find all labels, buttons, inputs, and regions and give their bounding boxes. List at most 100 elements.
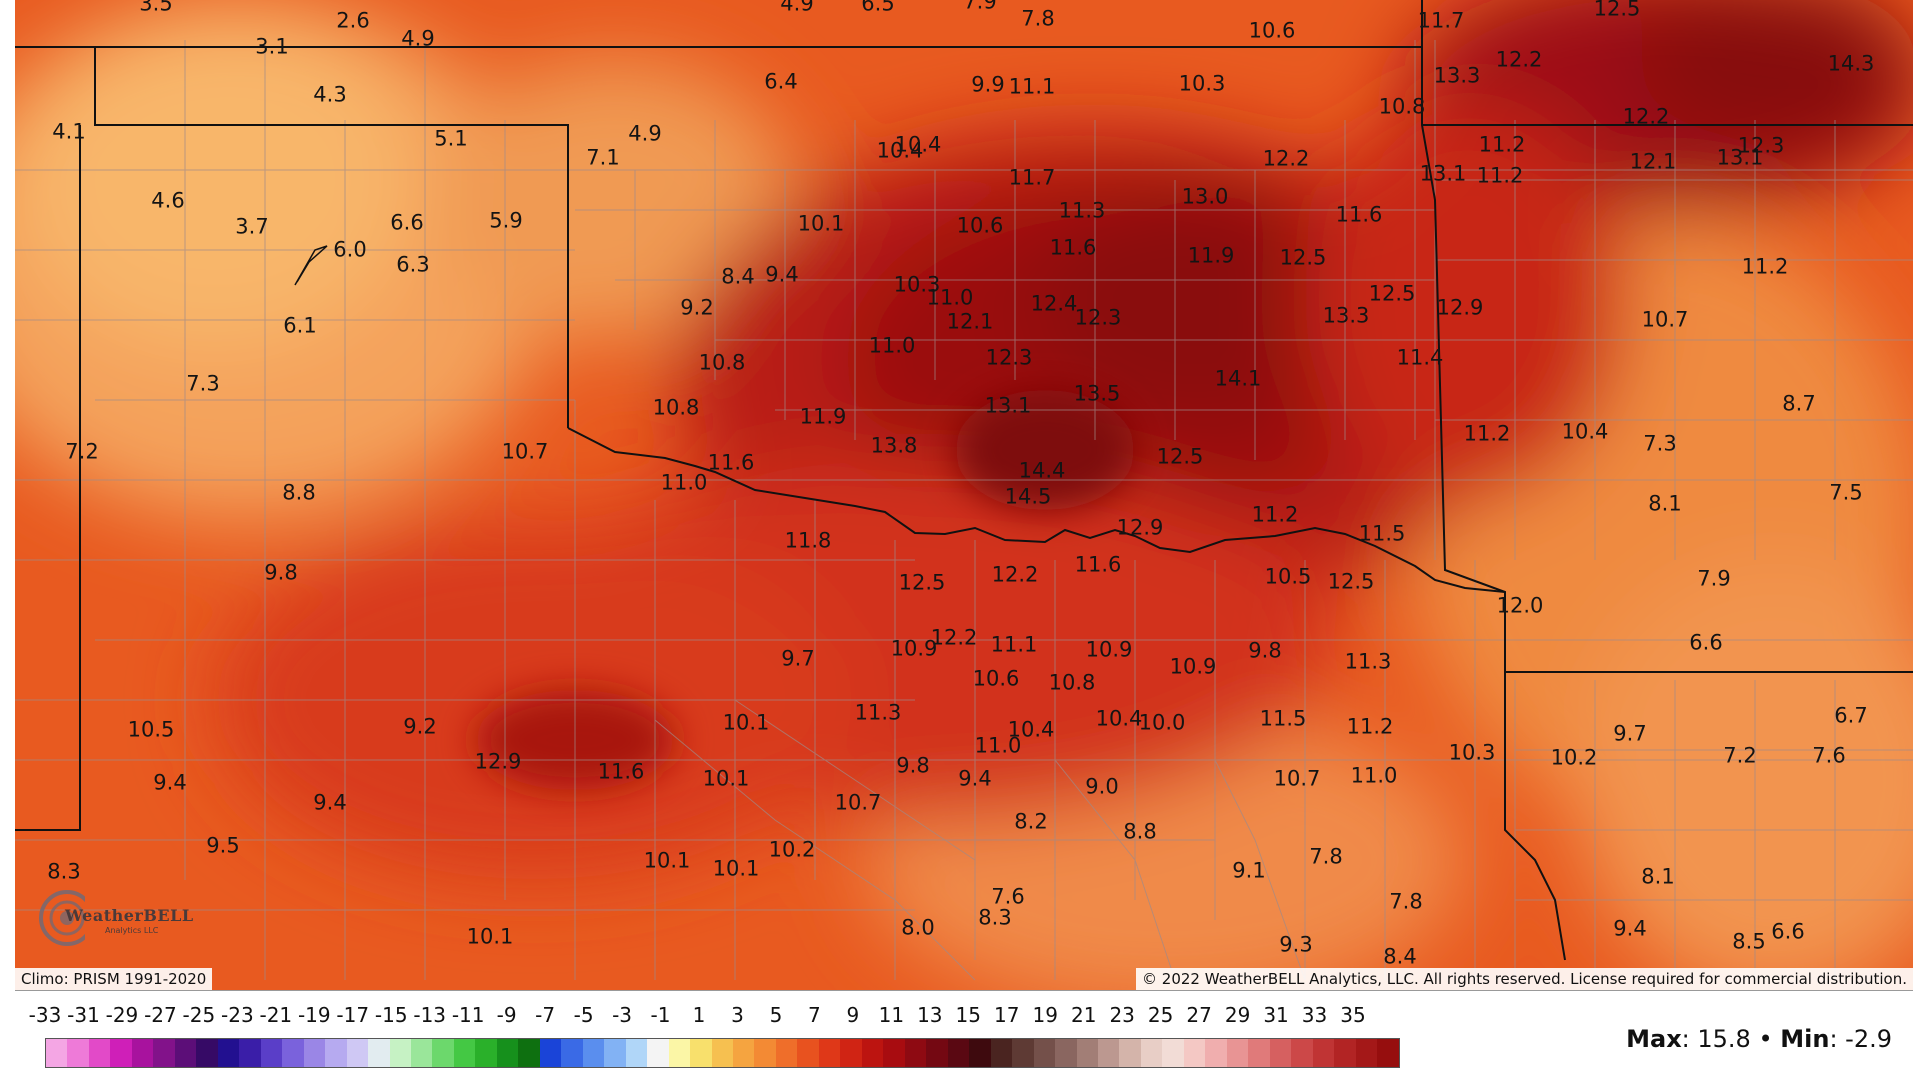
station-value: 13.1 xyxy=(1716,145,1764,170)
station-value: 7.3 xyxy=(186,371,220,396)
station-value: 6.7 xyxy=(1834,703,1868,728)
station-value: 12.4 xyxy=(1030,291,1078,316)
station-value: 8.1 xyxy=(1648,491,1682,516)
legend-tick: -29 xyxy=(105,1003,139,1027)
legend-swatch xyxy=(303,1039,326,1067)
weatherbell-logo: WeatherBELL Analytics LLC xyxy=(25,870,205,970)
station-value: 11.3 xyxy=(854,700,902,725)
legend-swatch xyxy=(625,1039,648,1067)
station-value: 8.7 xyxy=(1782,391,1816,416)
max-min-readout: Max: 15.8 • Min: -2.9 xyxy=(1626,1025,1892,1053)
legend-swatch xyxy=(539,1039,562,1067)
legend-swatch xyxy=(1033,1039,1056,1067)
station-value: 13.1 xyxy=(1419,161,1467,186)
legend-tick: -27 xyxy=(144,1003,177,1027)
station-value: 11.9 xyxy=(799,404,847,429)
station-value: 11.7 xyxy=(1417,8,1465,33)
station-value: 9.1 xyxy=(1232,858,1266,883)
legend-swatch xyxy=(711,1039,733,1067)
station-value: 10.8 xyxy=(1048,670,1096,695)
station-value: 12.5 xyxy=(1368,281,1416,306)
station-value: 11.6 xyxy=(1074,552,1122,577)
legend-swatch xyxy=(496,1039,519,1067)
legend-tick: 33 xyxy=(1301,1003,1328,1027)
legend-tick: 5 xyxy=(769,1003,783,1027)
station-value: 9.2 xyxy=(403,714,437,739)
station-value: 8.4 xyxy=(1383,944,1417,969)
legend-swatch xyxy=(690,1039,712,1067)
station-value: 10.4 xyxy=(876,138,924,163)
station-value: 12.1 xyxy=(1629,149,1677,174)
station-value: 12.5 xyxy=(1593,0,1641,21)
station-value: 10.8 xyxy=(652,395,700,420)
station-value: 10.7 xyxy=(1641,307,1689,332)
station-value: 12.3 xyxy=(985,345,1033,370)
station-value: 9.8 xyxy=(896,753,930,778)
station-value: 11.0 xyxy=(868,333,916,358)
station-value: 11.0 xyxy=(974,733,1022,758)
station-value: 10.4 xyxy=(894,132,942,157)
station-value: 12.5 xyxy=(1156,444,1204,469)
station-value: 12.2 xyxy=(991,562,1039,587)
legend-swatch xyxy=(1248,1039,1270,1067)
legend-swatch xyxy=(260,1039,283,1067)
legend-tick: 35 xyxy=(1340,1003,1366,1027)
legend-swatch xyxy=(818,1039,841,1067)
legend-swatch xyxy=(947,1039,970,1067)
legend-tick: 27 xyxy=(1186,1003,1212,1027)
station-value: 7.8 xyxy=(1309,844,1343,869)
station-value: 12.5 xyxy=(1279,245,1327,270)
station-value: 13.1 xyxy=(984,393,1032,418)
station-value: 11.0 xyxy=(1350,763,1398,788)
station-value: 3.5 xyxy=(139,0,173,16)
legend-tick: -25 xyxy=(182,1003,216,1027)
legend-tick: 9 xyxy=(846,1003,860,1027)
legend-swatch xyxy=(990,1039,1013,1067)
station-value: 12.2 xyxy=(1262,146,1310,171)
legend-tick: -33 xyxy=(28,1003,62,1027)
station-value: 12.2 xyxy=(930,625,978,650)
station-value: 12.5 xyxy=(898,570,946,595)
legend-swatch xyxy=(518,1039,540,1067)
station-value: 5.9 xyxy=(489,208,523,233)
legend-swatch xyxy=(88,1039,111,1067)
station-value: 6.4 xyxy=(764,69,798,94)
legend-swatch xyxy=(861,1039,884,1067)
legend-tick: -9 xyxy=(496,1003,517,1027)
station-value: 11.1 xyxy=(1008,74,1056,99)
station-value: 7.2 xyxy=(65,439,99,464)
station-value: 9.7 xyxy=(781,646,815,671)
legend-tick: -11 xyxy=(451,1003,485,1027)
station-value: 6.6 xyxy=(1771,919,1805,944)
station-value: 13.5 xyxy=(1073,381,1121,406)
logo-swirl-icon xyxy=(39,890,85,946)
logo-subtext: Analytics LLC xyxy=(105,926,159,935)
station-value: 9.8 xyxy=(264,560,298,585)
legend-swatch xyxy=(561,1039,583,1067)
legend-swatch xyxy=(1119,1039,1141,1067)
county-lines xyxy=(15,40,1913,981)
station-value: 11.4 xyxy=(1396,345,1444,370)
station-value: 11.0 xyxy=(660,470,708,495)
legend-tick: 19 xyxy=(1032,1003,1058,1027)
station-value: 9.0 xyxy=(1085,774,1119,799)
station-value: 12.2 xyxy=(1495,47,1543,72)
legend-swatch xyxy=(647,1039,669,1067)
station-value: 14.4 xyxy=(1018,458,1066,483)
station-value: 12.2 xyxy=(1622,104,1670,129)
station-value: 10.6 xyxy=(972,666,1020,691)
station-value: 9.4 xyxy=(313,790,347,815)
station-value: 11.5 xyxy=(1358,521,1406,546)
station-value: 10.4 xyxy=(1007,717,1055,742)
station-value: 10.1 xyxy=(643,848,691,873)
legend-swatch xyxy=(368,1039,390,1067)
legend-swatch xyxy=(153,1039,175,1067)
climo-source-note: Climo: PRISM 1991-2020 xyxy=(15,968,213,990)
legend-swatch xyxy=(1076,1039,1098,1067)
legend-swatch xyxy=(775,1039,798,1067)
station-value: 10.8 xyxy=(698,350,746,375)
legend-swatch xyxy=(174,1039,197,1067)
legend-swatch xyxy=(410,1039,433,1067)
station-value: 9.4 xyxy=(153,770,187,795)
station-value: 13.0 xyxy=(1181,184,1229,209)
